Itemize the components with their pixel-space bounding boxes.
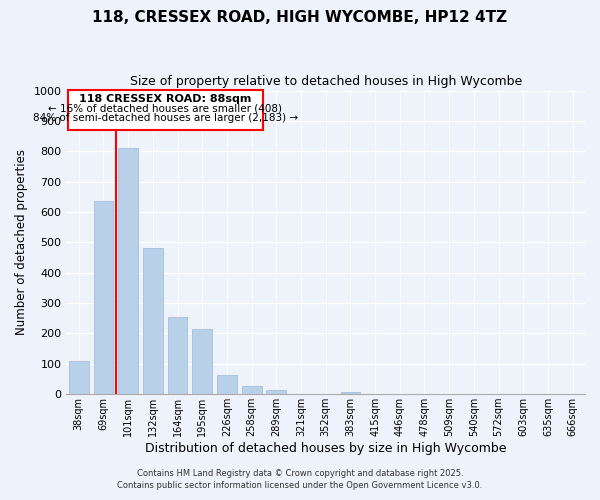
FancyBboxPatch shape <box>68 90 263 130</box>
Text: 84% of semi-detached houses are larger (2,183) →: 84% of semi-detached houses are larger (… <box>32 114 298 124</box>
Y-axis label: Number of detached properties: Number of detached properties <box>15 150 28 336</box>
Bar <box>143 248 163 394</box>
Bar <box>69 361 89 394</box>
Bar <box>193 329 212 394</box>
Bar <box>167 316 187 394</box>
Bar <box>217 376 237 394</box>
Bar <box>118 148 138 394</box>
Text: 118 CRESSEX ROAD: 88sqm: 118 CRESSEX ROAD: 88sqm <box>79 94 251 104</box>
Bar <box>341 392 360 394</box>
Text: ← 16% of detached houses are smaller (408): ← 16% of detached houses are smaller (40… <box>48 104 282 114</box>
Bar <box>94 202 113 394</box>
X-axis label: Distribution of detached houses by size in High Wycombe: Distribution of detached houses by size … <box>145 442 506 455</box>
Text: Contains HM Land Registry data © Crown copyright and database right 2025.
Contai: Contains HM Land Registry data © Crown c… <box>118 468 482 490</box>
Bar <box>242 386 262 394</box>
Bar <box>266 390 286 394</box>
Text: 118, CRESSEX ROAD, HIGH WYCOMBE, HP12 4TZ: 118, CRESSEX ROAD, HIGH WYCOMBE, HP12 4T… <box>92 10 508 25</box>
Title: Size of property relative to detached houses in High Wycombe: Size of property relative to detached ho… <box>130 75 522 88</box>
